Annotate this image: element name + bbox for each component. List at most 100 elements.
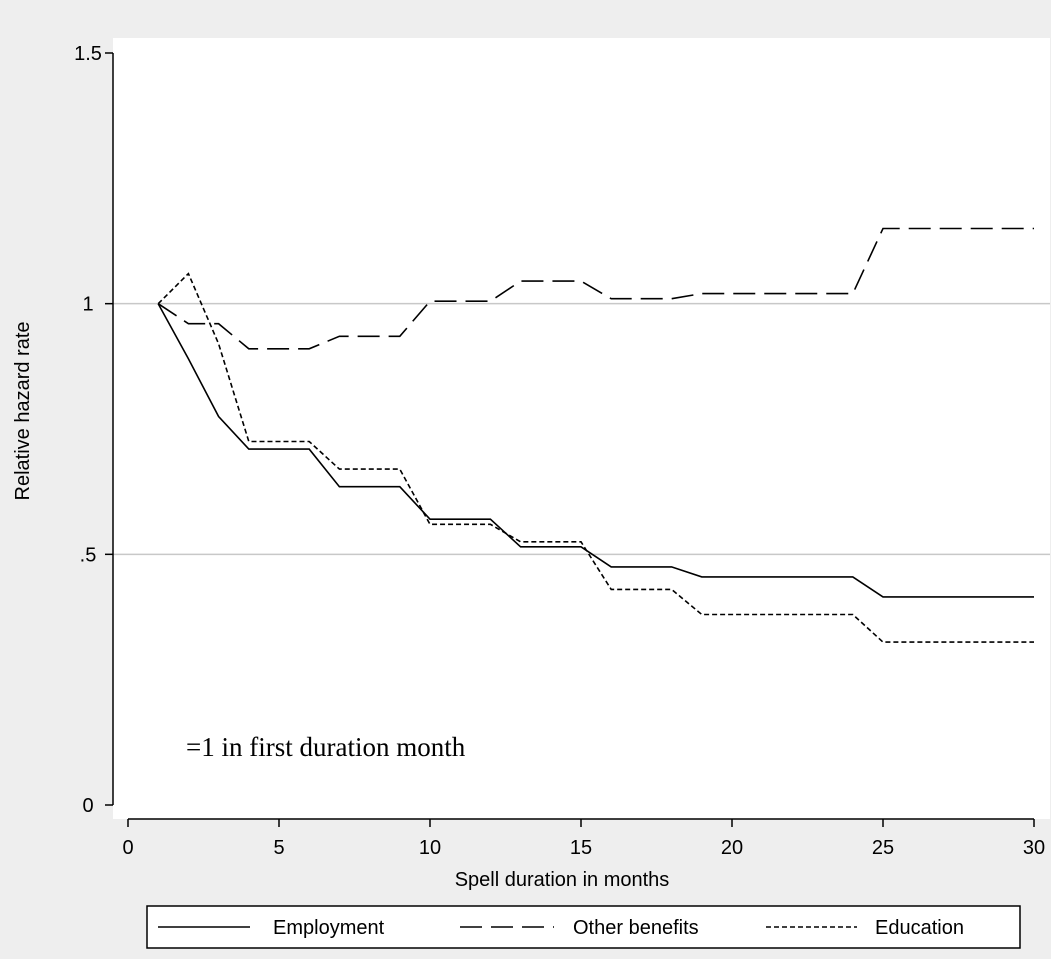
- data-point-employment: [488, 517, 492, 521]
- data-point-employment: [247, 447, 251, 451]
- data-point-other-benefits: [670, 297, 674, 301]
- data-point-education: [941, 640, 945, 644]
- data-point-education: [700, 612, 704, 616]
- data-point-education: [337, 467, 341, 471]
- data-point-education: [1032, 640, 1036, 644]
- data-point-education: [488, 522, 492, 526]
- data-point-other-benefits: [186, 322, 190, 326]
- x-tick-label: 15: [570, 837, 592, 859]
- legend-label-other-benefits: Other benefits: [573, 917, 699, 939]
- data-point-other-benefits: [458, 299, 462, 303]
- data-point-employment: [730, 575, 734, 579]
- data-point-education: [519, 540, 523, 544]
- data-point-other-benefits: [821, 292, 825, 296]
- legend: Employment Other benefits Education: [146, 905, 1021, 949]
- data-point-education: [398, 467, 402, 471]
- data-point-employment: [398, 485, 402, 489]
- data-point-other-benefits: [398, 334, 402, 338]
- data-point-employment: [1032, 595, 1036, 599]
- x-tick-label: 10: [419, 837, 441, 859]
- data-point-employment: [217, 414, 221, 418]
- y-tick-label: 0: [82, 795, 93, 817]
- x-tick-label: 5: [273, 837, 284, 859]
- data-point-employment: [579, 545, 583, 549]
- data-point-employment: [972, 595, 976, 599]
- data-point-education: [579, 540, 583, 544]
- data-point-education: [156, 302, 160, 306]
- data-point-education: [609, 587, 613, 591]
- legend-box: [146, 905, 1021, 949]
- data-point-other-benefits: [217, 322, 221, 326]
- axes: 0 .5 1 1.5 0 5 10 15 20 25 30: [74, 43, 1045, 859]
- data-point-other-benefits: [337, 334, 341, 338]
- data-point-education: [760, 612, 764, 616]
- data-point-other-benefits: [579, 279, 583, 283]
- x-axis-title: Spell duration in months: [455, 869, 670, 891]
- data-point-education: [639, 587, 643, 591]
- data-point-education: [790, 612, 794, 616]
- data-point-other-benefits: [368, 334, 372, 338]
- data-point-other-benefits: [911, 226, 915, 230]
- data-point-employment: [851, 575, 855, 579]
- data-point-education: [972, 640, 976, 644]
- x-tick-label: 25: [872, 837, 894, 859]
- data-point-employment: [368, 485, 372, 489]
- data-point-other-benefits: [428, 299, 432, 303]
- data-point-education: [1002, 640, 1006, 644]
- series-line-employment: [157, 303, 1034, 598]
- data-point-education: [911, 640, 915, 644]
- data-point-education: [730, 612, 734, 616]
- data-point-education: [670, 587, 674, 591]
- data-point-education: [549, 540, 553, 544]
- data-point-employment: [519, 545, 523, 549]
- data-point-other-benefits: [972, 226, 976, 230]
- data-point-other-benefits: [488, 299, 492, 303]
- data-point-education: [428, 522, 432, 526]
- data-point-education: [458, 522, 462, 526]
- data-point-other-benefits: [700, 292, 704, 296]
- data-point-education: [217, 342, 221, 346]
- data-point-education: [368, 467, 372, 471]
- data-point-other-benefits: [307, 347, 311, 351]
- data-point-education: [307, 440, 311, 444]
- data-point-employment: [790, 575, 794, 579]
- x-tick-label: 0: [122, 837, 133, 859]
- data-point-employment: [549, 545, 553, 549]
- data-point-other-benefits: [549, 279, 553, 283]
- series-lines: [156, 226, 1036, 644]
- data-point-employment: [337, 485, 341, 489]
- data-point-education: [186, 272, 190, 276]
- y-tick-label: 1.5: [74, 43, 102, 65]
- data-point-employment: [639, 565, 643, 569]
- data-point-other-benefits: [881, 226, 885, 230]
- data-point-education: [247, 440, 251, 444]
- data-point-employment: [821, 575, 825, 579]
- data-point-other-benefits: [609, 297, 613, 301]
- data-point-other-benefits: [1002, 226, 1006, 230]
- data-point-other-benefits: [790, 292, 794, 296]
- y-tick-label: 1: [82, 294, 93, 316]
- x-tick-label: 20: [721, 837, 743, 859]
- data-point-employment: [307, 447, 311, 451]
- y-tick-label: .5: [80, 544, 97, 566]
- data-point-other-benefits: [851, 292, 855, 296]
- data-point-employment: [609, 565, 613, 569]
- annotation-text: =1 in first duration month: [186, 732, 466, 762]
- data-point-education: [821, 612, 825, 616]
- data-point-employment: [186, 357, 190, 361]
- data-point-education: [881, 640, 885, 644]
- data-point-other-benefits: [639, 297, 643, 301]
- data-point-employment: [881, 595, 885, 599]
- series-line-other-benefits: [157, 227, 1034, 350]
- data-point-employment: [941, 595, 945, 599]
- legend-label-employment: Employment: [273, 917, 385, 939]
- data-point-education: [851, 612, 855, 616]
- x-tick-label: 30: [1023, 837, 1045, 859]
- data-point-employment: [700, 575, 704, 579]
- legend-label-education: Education: [875, 917, 964, 939]
- data-point-employment: [1002, 595, 1006, 599]
- data-point-other-benefits: [941, 226, 945, 230]
- data-point-employment: [458, 517, 462, 521]
- y-axis-title: Relative hazard rate: [12, 322, 34, 501]
- grid-lines: [113, 302, 1050, 556]
